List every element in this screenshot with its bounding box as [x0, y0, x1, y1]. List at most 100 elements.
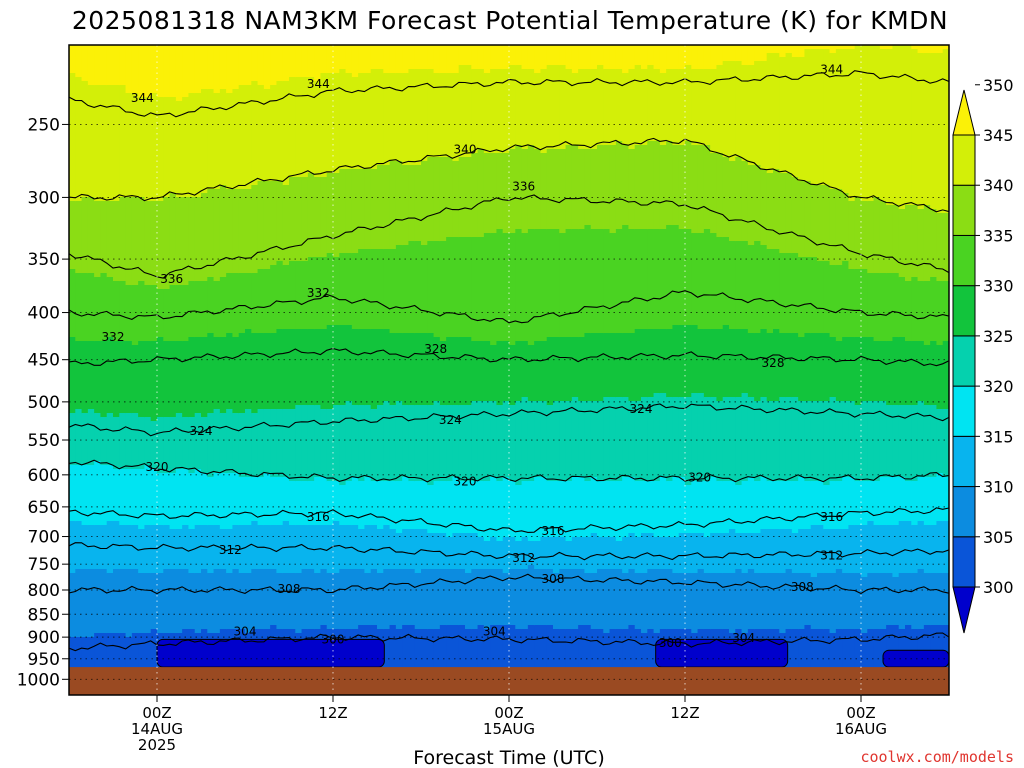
band-cell — [804, 625, 812, 690]
band-cell — [798, 573, 806, 630]
band-cell — [509, 149, 516, 234]
band-cell — [163, 97, 171, 198]
band-cell — [395, 245, 403, 334]
band-cell — [465, 481, 472, 534]
colorbar-label: 320 — [983, 377, 1014, 396]
band-cell — [307, 329, 315, 406]
band-cell — [251, 569, 259, 630]
band-cell — [773, 45, 780, 54]
band-cell — [446, 625, 454, 695]
band-cell — [69, 45, 76, 74]
band-cell — [521, 569, 529, 630]
band-cell — [389, 569, 397, 626]
band-cell — [295, 405, 303, 482]
band-cell — [232, 569, 240, 630]
band-cell — [879, 45, 887, 50]
band-cell — [741, 481, 749, 534]
band-cell — [710, 329, 718, 398]
band-cell — [810, 333, 818, 402]
band-cell — [477, 237, 485, 342]
band-cell — [119, 45, 127, 86]
band-cell — [873, 629, 881, 694]
contour-label: 312 — [219, 543, 242, 557]
band-cell — [835, 569, 843, 630]
band-cell — [251, 477, 259, 522]
band-cell — [477, 45, 485, 70]
band-cell — [439, 405, 447, 482]
band-cell — [201, 281, 208, 338]
band-cell — [471, 481, 479, 534]
band-cell — [245, 409, 252, 478]
band-cell — [421, 529, 428, 570]
band-cell — [106, 337, 114, 414]
band-cell — [546, 149, 554, 230]
band-cell — [81, 525, 89, 570]
band-cell — [553, 337, 560, 402]
band-cell — [113, 45, 120, 86]
band-cell — [804, 529, 812, 574]
band-cell — [559, 149, 567, 234]
band-cell — [571, 229, 579, 338]
band-cell — [835, 481, 843, 530]
band-cell — [175, 469, 183, 530]
band-cell — [628, 533, 636, 570]
band-cell — [345, 569, 353, 630]
band-cell — [716, 533, 724, 574]
band-cell — [320, 73, 328, 178]
band-cell — [817, 573, 824, 630]
band-cell — [326, 73, 334, 174]
band-cell — [729, 481, 736, 530]
band-cell — [823, 401, 831, 486]
band-cell — [691, 325, 699, 394]
band-cell — [546, 337, 554, 406]
band-cell — [722, 61, 730, 158]
band-cell — [245, 85, 252, 190]
band-cell — [276, 45, 284, 82]
band-cell — [257, 477, 265, 526]
band-cell — [861, 269, 868, 338]
band-cell — [666, 141, 674, 226]
band-cell — [798, 629, 806, 695]
band-cell — [703, 537, 711, 574]
band-cell — [622, 225, 630, 334]
band-cell — [597, 229, 604, 334]
band-cell — [100, 45, 108, 86]
band-cell — [282, 81, 290, 186]
band-cell — [911, 341, 919, 406]
band-cell — [389, 249, 397, 334]
band-cell — [685, 485, 692, 534]
y-tick-label: 350 — [28, 250, 60, 270]
band-cell — [785, 481, 793, 530]
band-cell — [125, 45, 133, 94]
band-cell — [383, 165, 391, 250]
band-cell — [773, 249, 780, 330]
band-cell — [421, 69, 428, 162]
band-cell — [452, 569, 460, 626]
band-cell — [219, 89, 227, 186]
band-cell — [433, 157, 441, 242]
band-cell — [672, 537, 680, 574]
band-cell — [584, 537, 592, 574]
contour-label: 324 — [439, 413, 462, 427]
band-cell — [395, 569, 403, 630]
band-cell — [942, 341, 949, 410]
band-cell — [377, 529, 384, 574]
band-cell — [301, 261, 309, 330]
band-cell — [578, 149, 586, 230]
band-cell — [226, 409, 234, 474]
band-cell — [175, 101, 183, 198]
band-cell — [370, 69, 378, 170]
band-cell — [867, 573, 875, 630]
band-cell — [106, 465, 114, 522]
band-cell — [697, 69, 705, 146]
band-cell — [270, 265, 278, 334]
band-cell — [540, 45, 548, 70]
band-cell — [521, 537, 529, 570]
band-cell — [439, 73, 447, 158]
band-cell — [182, 197, 190, 286]
band-cell — [798, 257, 806, 338]
band-cell — [100, 85, 108, 202]
band-cell — [678, 325, 686, 398]
band-cell — [421, 405, 428, 482]
band-cell — [766, 529, 774, 574]
